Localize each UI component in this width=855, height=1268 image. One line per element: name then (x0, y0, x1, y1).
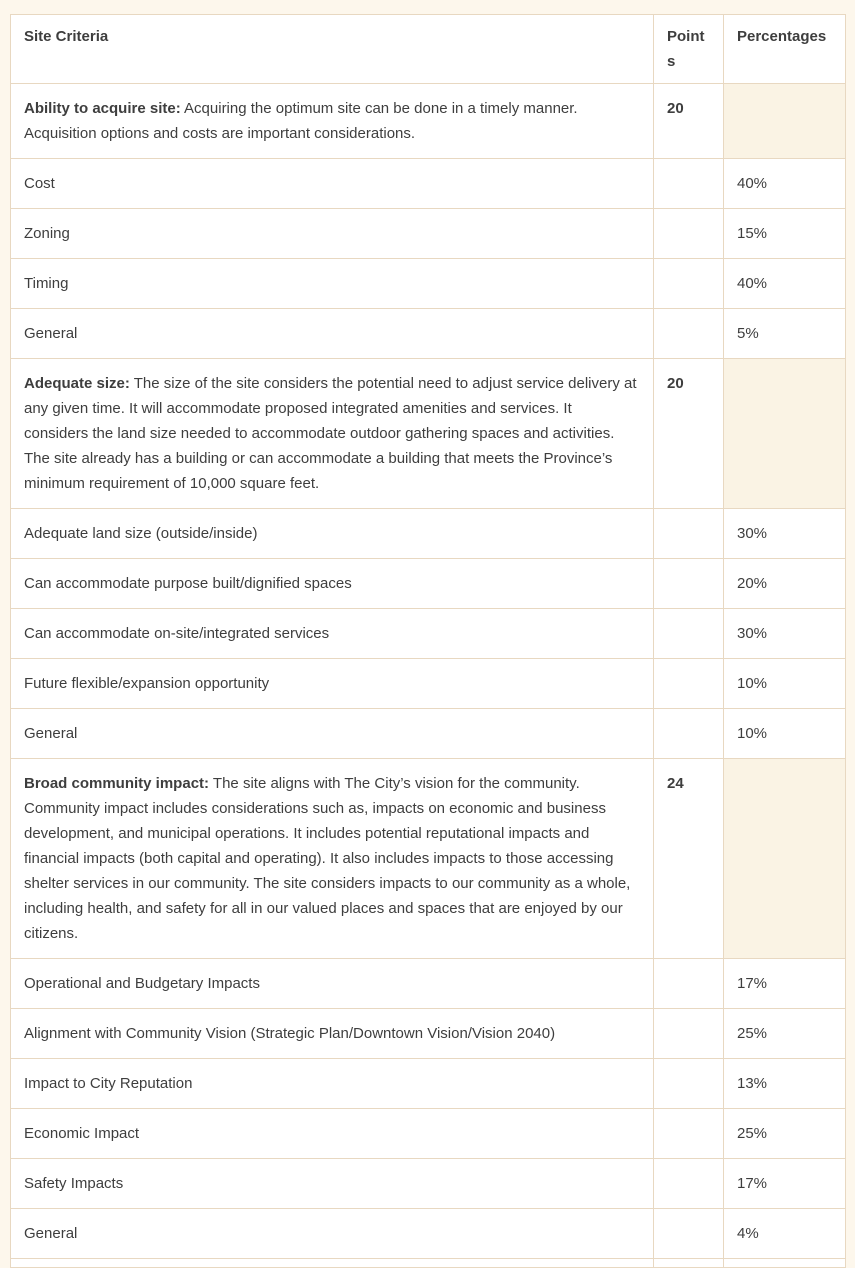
criteria-sub-row: Adequate land size (outside/inside) 30% (10, 508, 846, 559)
criteria-cell: Alignment with Community Vision (Strateg… (10, 1008, 654, 1059)
criteria-sub-row: Impact to City Reputation 13% (10, 1058, 846, 1109)
criteria-sub-row: General 10% (10, 708, 846, 759)
criteria-cell: Broad community impact: The site aligns … (10, 758, 654, 959)
criteria-title: Ability to acquire site: (24, 100, 181, 117)
points-value: 20 (667, 375, 684, 392)
points-cell (653, 158, 724, 209)
table-header-row: Site Criteria Points Percentages (10, 14, 846, 84)
criteria-sub-row: Zoning 15% (10, 208, 846, 259)
points-cell (653, 508, 724, 559)
points-cell: 24 (653, 758, 724, 959)
criteria-cell (10, 1258, 654, 1268)
criteria-sub-row: Timing 40% (10, 258, 846, 309)
points-cell (653, 1008, 724, 1059)
percentage-cell: 20% (723, 558, 846, 609)
criteria-cell: Cost (10, 158, 654, 209)
criteria-sub-row: Can accommodate on-site/integrated servi… (10, 608, 846, 659)
points-cell: 20 (653, 83, 724, 159)
percentage-cell: 40% (723, 258, 846, 309)
percentage-cell: 17% (723, 1158, 846, 1209)
points-cell (653, 708, 724, 759)
percentage-cell: 10% (723, 708, 846, 759)
criteria-sub-row: Safety Impacts 17% (10, 1158, 846, 1209)
percentage-cell: 10% (723, 658, 846, 709)
column-header-site-criteria: Site Criteria (10, 14, 654, 84)
percentage-cell (723, 1258, 846, 1268)
points-cell (653, 308, 724, 359)
percentage-cell: 5% (723, 308, 846, 359)
criteria-title: Broad community impact: (24, 775, 210, 792)
points-cell (653, 258, 724, 309)
criteria-sub-row: Operational and Budgetary Impacts 17% (10, 958, 846, 1009)
points-cell (653, 1058, 724, 1109)
criteria-cell: Safety Impacts (10, 1158, 654, 1209)
criteria-group-row: Ability to acquire site: Acquiring the o… (10, 83, 846, 159)
points-value: 20 (667, 100, 684, 117)
percentage-cell: 25% (723, 1108, 846, 1159)
criteria-sub-row: Cost 40% (10, 158, 846, 209)
criteria-cell: General (10, 308, 654, 359)
percentage-cell (723, 83, 846, 159)
points-cell (653, 1208, 724, 1259)
criteria-cell: Economic Impact (10, 1108, 654, 1159)
site-criteria-table: Site Criteria Points Percentages Ability… (10, 14, 846, 1268)
criteria-group-row: Broad community impact: The site aligns … (10, 758, 846, 959)
criteria-cell: Adequate size: The size of the site cons… (10, 358, 654, 509)
points-cell (653, 1258, 724, 1268)
percentage-cell: 30% (723, 508, 846, 559)
percentage-cell: 17% (723, 958, 846, 1009)
partial-row (10, 1258, 846, 1268)
criteria-cell: Impact to City Reputation (10, 1058, 654, 1109)
criteria-cell: Zoning (10, 208, 654, 259)
column-header-percentages: Percentages (723, 14, 846, 84)
percentage-cell: 13% (723, 1058, 846, 1109)
criteria-title: Adequate size: (24, 375, 130, 392)
criteria-sub-row: General 4% (10, 1208, 846, 1259)
points-cell (653, 608, 724, 659)
criteria-cell: Ability to acquire site: Acquiring the o… (10, 83, 654, 159)
points-cell (653, 558, 724, 609)
criteria-sub-row: Future flexible/expansion opportunity 10% (10, 658, 846, 709)
points-cell: 20 (653, 358, 724, 509)
column-header-points: Points (653, 14, 724, 84)
percentage-cell: 15% (723, 208, 846, 259)
table-body: Ability to acquire site: Acquiring the o… (10, 83, 846, 1268)
points-cell (653, 208, 724, 259)
percentage-cell: 25% (723, 1008, 846, 1059)
percentage-cell: 40% (723, 158, 846, 209)
criteria-sub-row: Alignment with Community Vision (Strateg… (10, 1008, 846, 1059)
points-cell (653, 1158, 724, 1209)
criteria-cell: Adequate land size (outside/inside) (10, 508, 654, 559)
criteria-sub-row: Economic Impact 25% (10, 1108, 846, 1159)
criteria-cell: Operational and Budgetary Impacts (10, 958, 654, 1009)
criteria-cell: Timing (10, 258, 654, 309)
criteria-cell: Can accommodate purpose built/dignified … (10, 558, 654, 609)
points-value: 24 (667, 775, 684, 792)
points-cell (653, 958, 724, 1009)
criteria-sub-row: Can accommodate purpose built/dignified … (10, 558, 846, 609)
percentage-cell: 30% (723, 608, 846, 659)
points-cell (653, 658, 724, 709)
criteria-cell: Future flexible/expansion opportunity (10, 658, 654, 709)
criteria-group-row: Adequate size: The size of the site cons… (10, 358, 846, 509)
criteria-sub-row: General 5% (10, 308, 846, 359)
criteria-cell: General (10, 708, 654, 759)
criteria-cell: General (10, 1208, 654, 1259)
points-cell (653, 1108, 724, 1159)
criteria-cell: Can accommodate on-site/integrated servi… (10, 608, 654, 659)
percentage-cell (723, 358, 846, 509)
percentage-cell: 4% (723, 1208, 846, 1259)
percentage-cell (723, 758, 846, 959)
